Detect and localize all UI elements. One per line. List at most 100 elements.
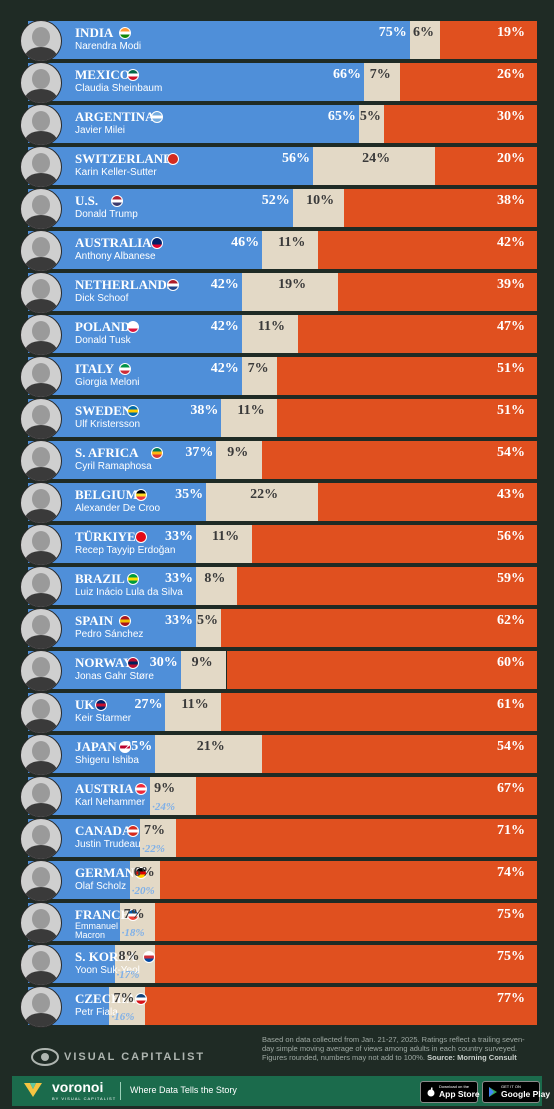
unsure-value-label: 6%: [133, 865, 155, 880]
unsure-value-label: 9%: [227, 445, 249, 460]
bar-disapprove-u-s: [343, 189, 537, 227]
country-label: S. KOREA: [75, 949, 137, 964]
approve-value-label: 42%: [210, 319, 239, 334]
bar-unsure-t-rkiye: [195, 525, 252, 563]
leader-avatar-czechia: [20, 986, 62, 1028]
country-label: TÜRKIYE: [75, 529, 136, 544]
footer-tagline: Where Data Tells the Story: [130, 1085, 237, 1095]
avatar-body: [25, 47, 57, 61]
approve-value-label: ·17%: [116, 969, 140, 981]
disapprove-value-label: 47%: [497, 319, 525, 334]
avatar-head: [32, 909, 50, 929]
bar-row-india: INDIA Narendra Modi 75% 6% 19%: [20, 20, 537, 62]
flag-icon-sweden: [127, 405, 139, 417]
country-label: U.S.: [75, 193, 99, 208]
bar-disapprove-australia: [318, 231, 537, 269]
disapprove-value-label: 54%: [497, 445, 525, 460]
bar-row-france: FRANCE Emmanuel Macron ·18% 7% 75%: [20, 902, 537, 944]
bar-approve-india: [28, 21, 410, 59]
bar-disapprove-poland: [297, 315, 537, 353]
bar-unsure-brazil: [195, 567, 237, 605]
flag-icon-spain: [119, 615, 131, 627]
unsure-value-label: 22%: [250, 487, 279, 502]
leader-name: Dick Schoof: [75, 293, 129, 304]
avatar-head: [32, 27, 50, 47]
bar-unsure-italy: [241, 357, 278, 395]
unsure-value-label: 19%: [278, 277, 307, 292]
leader-avatar-germany: [20, 860, 62, 902]
leader-name: Luiz Inácio Lula da Silva: [75, 587, 183, 598]
leader-name: Giorgia Meloni: [75, 377, 140, 388]
approve-value-label: ·20%: [131, 885, 155, 897]
google-play-button[interactable]: GET IT ON Google Play: [482, 1081, 550, 1103]
country-label: INDIA: [75, 25, 114, 40]
bar-row-t-rkiye: TÜRKIYE Recep Tayyip Erdoğan 33% 11% 56%: [20, 524, 537, 566]
bar-unsure-canada: [139, 819, 176, 857]
avatar-head: [32, 699, 50, 719]
flag-icon-italy: [119, 363, 131, 375]
disapprove-value-label: 42%: [497, 235, 525, 250]
avatar-head: [32, 489, 50, 509]
leader-avatar-france: [20, 902, 62, 944]
approve-value-label: 30%: [149, 655, 178, 670]
leader-avatar-argentina: [20, 104, 62, 146]
avatar-body: [25, 383, 57, 397]
avatar-body: [25, 131, 57, 145]
country-label: GERMANY: [75, 865, 144, 880]
bar-row-switzerland: SWITZERLAND Karin Keller-Sutter 56% 24% 20%: [20, 146, 537, 188]
flag-icon-japan: [119, 741, 131, 753]
avatar-head: [32, 657, 50, 677]
source-name: Morning Consult: [457, 1053, 517, 1062]
avatar-head: [32, 615, 50, 635]
bar-unsure-spain: [195, 609, 222, 647]
avatar-body: [25, 509, 57, 523]
approve-value-label: 52%: [261, 193, 290, 208]
unsure-value-label: 6%: [413, 25, 435, 40]
leader-avatar-india: [20, 20, 62, 62]
disapprove-value-label: 62%: [497, 613, 525, 628]
avatar-head: [32, 69, 50, 89]
avatar-body: [25, 761, 57, 775]
avatar-head: [32, 825, 50, 845]
flag-icon-poland: [127, 321, 139, 333]
voronoi-subtitle: BY VISUAL CAPITALIST: [52, 1096, 117, 1101]
apple-icon: [427, 1087, 435, 1097]
unsure-value-label: 11%: [257, 319, 285, 334]
bar-unsure-mexico: [363, 63, 400, 101]
leader-avatar-s-africa: [20, 440, 62, 482]
leader-avatar-brazil: [20, 566, 62, 608]
leader-avatar-poland: [20, 314, 62, 356]
unsure-value-label: 9%: [154, 781, 176, 796]
leader-name: Shigeru Ishiba: [75, 755, 139, 766]
country-label: FRANCE: [75, 907, 130, 922]
bar-row-argentina: ARGENTINA Javier Milei 65% 5% 30%: [20, 104, 537, 146]
leader-avatar-uk: [20, 692, 62, 734]
bar-approve-argentina: [28, 105, 359, 143]
unsure-value-label: 11%: [278, 235, 306, 250]
approve-value-label: 25%: [124, 739, 153, 754]
avatar-head: [32, 951, 50, 971]
avatar-head: [32, 993, 50, 1013]
avatar-body: [25, 887, 57, 901]
leader-avatar-belgium: [20, 482, 62, 524]
approve-value-label: 42%: [210, 277, 239, 292]
voronoi-wordmark[interactable]: voronoi: [52, 1079, 104, 1095]
bar-disapprove-italy: [277, 357, 537, 395]
unsure-value-label: 11%: [237, 403, 265, 418]
avatar-body: [25, 173, 57, 187]
country-label: MEXICO: [75, 67, 130, 82]
unsure-value-label: 10%: [306, 193, 335, 208]
bar-row-uk: UK Keir Starmer 27% 11% 61%: [20, 692, 537, 734]
flag-icon-belgium: [135, 489, 147, 501]
avatar-body: [25, 971, 57, 985]
unsure-value-label: 9%: [191, 655, 213, 670]
avatar-body: [25, 593, 57, 607]
app-store-button[interactable]: Download on the App Store: [420, 1081, 480, 1103]
avatar-body: [25, 425, 57, 439]
source-text: Based on data collected from Jan. 21-27,…: [262, 1035, 525, 1062]
bar-row-germany: GERMANY Olaf Scholz ·20% 6% 74%: [20, 860, 537, 902]
bar-approve-netherlands: [28, 273, 242, 311]
unsure-value-label: 5%: [359, 109, 381, 124]
bar-disapprove-belgium: [318, 483, 537, 521]
